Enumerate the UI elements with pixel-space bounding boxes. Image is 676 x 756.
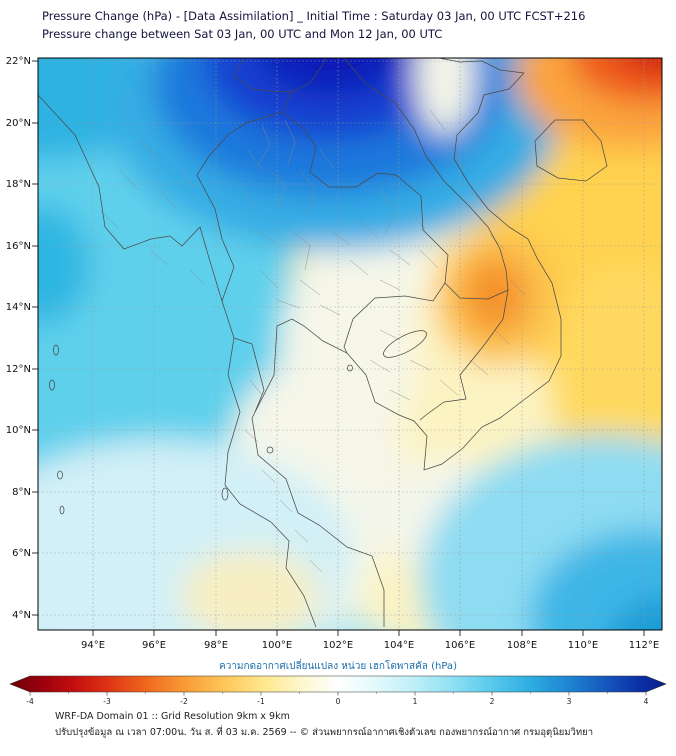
footer-domain-info: WRF-DA Domain 01 :: Grid Resolution 9km … <box>55 711 290 722</box>
map-canvas: 22°N 20°N 18°N 16°N 14°N 12°N 10°N 8°N 6… <box>6 56 663 651</box>
lat-tick-label: 10°N <box>6 425 31 436</box>
colorbar-title: ความกดอากาศเปลี่ยนแปลง หน่วย เฮกโตพาสคัล… <box>219 661 457 672</box>
lat-tick-label: 16°N <box>6 241 31 252</box>
lat-tick-label: 18°N <box>6 179 31 190</box>
lat-tick-label: 12°N <box>6 364 31 375</box>
colorbar-gradient <box>9 675 667 693</box>
colorbar-ticks <box>29 692 647 696</box>
lon-tick-label: 102°E <box>323 640 353 651</box>
lat-tick-label: 20°N <box>6 118 31 129</box>
axis-ticks <box>32 60 645 636</box>
colorbar-tick-label: 3 <box>567 697 572 706</box>
grid-lines <box>38 58 662 630</box>
colorbar-tick-label: 1 <box>413 697 418 706</box>
lon-tick-label: 104°E <box>384 640 414 651</box>
colorbar-tick-label: 4 <box>644 697 649 706</box>
colorbar-tick-label: -1 <box>257 697 265 706</box>
lon-tick-label: 94°E <box>81 640 105 651</box>
colorbar: -4 -3 -2 -1 0 1 2 3 4 <box>9 675 667 706</box>
lon-tick-label: 112°E <box>629 640 659 651</box>
colorbar-tick-label: -4 <box>26 697 34 706</box>
lat-tick-label: 6°N <box>12 548 31 559</box>
colorbar-tick-label: 2 <box>490 697 495 706</box>
colorbar-tick-label: 0 <box>336 697 341 706</box>
lat-tick-label: 14°N <box>6 302 31 313</box>
lon-tick-label: 100°E <box>262 640 292 651</box>
colorbar-tick-label: -3 <box>103 697 111 706</box>
lat-tick-label: 4°N <box>12 610 31 621</box>
country-borders <box>38 58 608 628</box>
lon-tick-label: 98°E <box>204 640 228 651</box>
province-borders <box>99 109 526 573</box>
footer-update-info: ปรับปรุงข้อมูล ณ เวลา 07:00น. วัน ส. ที่… <box>55 727 594 738</box>
page-title: Pressure Change (hPa) - [Data Assimilati… <box>42 9 586 23</box>
lon-tick-label: 108°E <box>507 640 537 651</box>
lon-tick-label: 110°E <box>568 640 598 651</box>
page-subtitle: Pressure change between Sat 03 Jan, 00 U… <box>42 27 443 41</box>
map-frame <box>37 57 663 631</box>
lon-tick-label: 106°E <box>445 640 475 651</box>
lat-tick-label: 8°N <box>12 487 31 498</box>
lat-tick-label: 22°N <box>6 56 31 67</box>
lon-tick-label: 96°E <box>142 640 166 651</box>
colorbar-tick-label: -2 <box>180 697 188 706</box>
pressure-field <box>38 58 662 630</box>
